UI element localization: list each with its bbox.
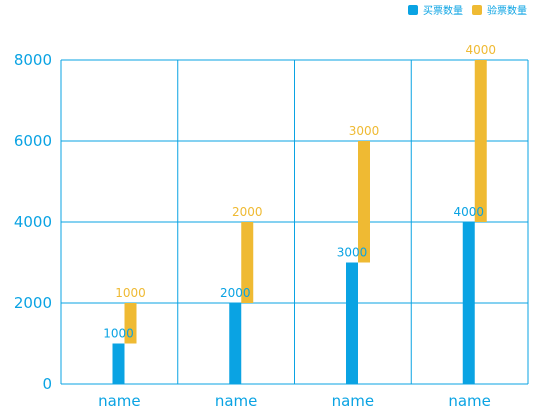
bar-series-2[interactable]	[474, 60, 487, 222]
y-axis-tick-labels: 0 2000 4000 6000 8000	[14, 51, 52, 393]
x-tick-label: name	[448, 392, 491, 410]
bar-series-1[interactable]	[462, 222, 475, 384]
data-label-series-2: 4000	[465, 43, 496, 57]
data-label-series-1: 1000	[103, 327, 134, 341]
y-tick-label: 2000	[14, 294, 52, 312]
bar-series-2[interactable]	[241, 222, 254, 303]
data-label-series-2: 3000	[349, 124, 380, 138]
x-tick-label: name	[332, 392, 375, 410]
bars	[112, 60, 487, 385]
y-tick-label: 6000	[14, 132, 52, 150]
data-label-series-1: 2000	[220, 286, 251, 300]
data-label-series-2: 1000	[115, 286, 146, 300]
bar-series-2[interactable]	[358, 141, 370, 263]
data-label-series-2: 2000	[232, 205, 263, 219]
bar-series-1[interactable]	[112, 343, 125, 385]
data-label-series-1: 3000	[337, 246, 368, 260]
x-tick-label: name	[98, 392, 141, 410]
y-tick-label: 0	[42, 375, 52, 393]
bar-series-1[interactable]	[229, 303, 242, 384]
legend: 买票数量 验票数量	[408, 4, 527, 17]
y-tick-label: 8000	[14, 51, 52, 69]
data-labels: 1000 2000 3000 4000 1000 2000 3000 4000	[103, 43, 496, 341]
bar-series-2[interactable]	[124, 303, 137, 344]
grid-lines	[60, 59, 529, 385]
x-axis-tick-labels: name name name name	[98, 392, 491, 410]
legend-swatch-series-1[interactable]	[408, 5, 418, 15]
data-label-series-1: 4000	[453, 205, 484, 219]
x-tick-label: name	[215, 392, 258, 410]
bar-series-1[interactable]	[346, 262, 358, 385]
legend-swatch-series-2[interactable]	[472, 5, 482, 15]
y-tick-label: 4000	[14, 213, 52, 231]
legend-label-series-2[interactable]: 验票数量	[487, 4, 527, 17]
legend-label-series-1[interactable]: 买票数量	[423, 4, 463, 17]
